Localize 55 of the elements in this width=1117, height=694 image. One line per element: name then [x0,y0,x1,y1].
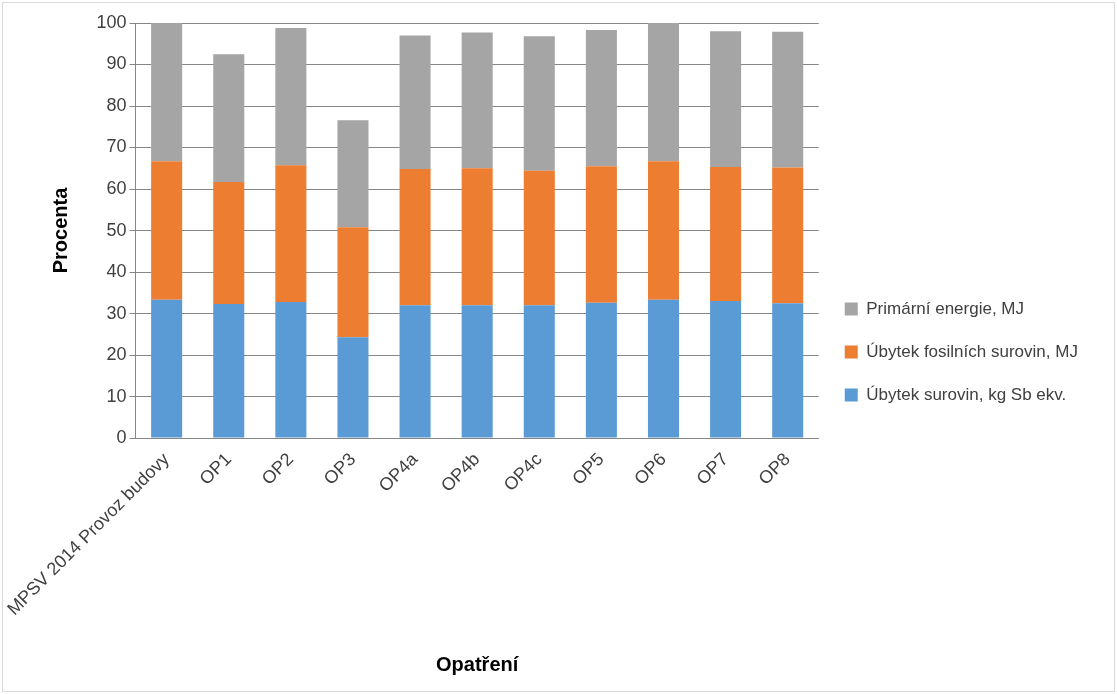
bar [647,23,680,162]
y-tick-label: 0 [116,427,127,448]
bar [585,166,617,303]
y-tick-label: 30 [106,302,127,323]
bar [151,299,183,438]
bar [151,23,183,162]
y-tick-label: 90 [106,53,127,74]
bar [399,35,431,170]
bar [461,305,493,438]
legend-label: Primární energie, MJ [866,298,1025,318]
bar [337,337,369,438]
x-tick-label: OP5 [568,448,608,489]
bar [461,168,493,306]
legend-label: Úbytek surovin, kg Sb ekv. [866,384,1067,404]
y-tick-label: 50 [106,219,127,240]
bar [337,227,369,338]
y-tick-label: 70 [106,136,127,157]
bar [523,36,555,171]
y-tick-label: 40 [106,261,127,282]
bar [399,169,431,306]
x-axis-title: Opatření [436,652,520,675]
bar [275,165,307,302]
y-tick-label: 60 [106,178,127,198]
bar [585,302,617,438]
x-tick-label: OP2 [257,448,298,489]
bar [399,305,431,438]
y-tick-label: 20 [106,344,127,365]
y-tick-label: 10 [106,385,127,406]
x-tick-label: OP3 [319,448,360,489]
bar [213,304,245,438]
x-tick-label: OP1 [195,448,236,489]
bar [337,120,369,228]
bar [772,167,804,304]
bar [523,170,555,306]
bar [710,167,742,302]
bar [275,27,307,166]
bar [772,31,804,168]
y-tick-label: 80 [106,94,127,115]
bar [523,305,555,438]
bar [772,303,804,438]
x-tick-label: OP6 [630,448,670,489]
bar [647,299,680,438]
bar [710,31,742,168]
bar [461,32,493,169]
bar [213,54,245,182]
bar [585,30,617,167]
bar [275,301,307,438]
y-tick-label: 100 [96,11,127,32]
bar [710,301,742,438]
x-tick-label: OP8 [754,448,795,489]
legend-label: Úbytek fosilních surovin, MJ [866,341,1078,361]
bar [647,161,680,300]
bar [151,161,183,300]
y-axis-title: Procenta [49,186,72,274]
bar [213,181,245,305]
